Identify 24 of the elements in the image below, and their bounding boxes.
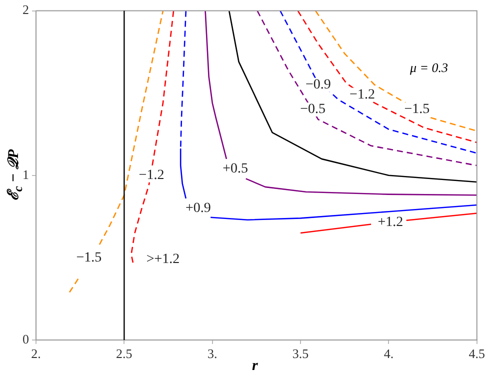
x-axis-title: r [252, 358, 258, 375]
annotation: μ = 0.3 [410, 60, 448, 76]
annotation: −1.2 [138, 168, 164, 184]
annotation: −0.9 [305, 78, 331, 93]
y-tick-label: 1 [22, 166, 29, 182]
annotation: −0.5 [300, 102, 326, 118]
annotation: +1.2 [378, 214, 404, 230]
x-tick-label: 3. [207, 346, 218, 362]
x-tick-label: 2.5 [116, 346, 132, 362]
y-tick-label: 0 [22, 331, 29, 346]
annotation: >+1.2 [146, 252, 180, 268]
x-tick-label: 4. [384, 346, 394, 362]
x-tick-label: 4.5 [468, 346, 485, 362]
x-tick-label: 3.5 [292, 346, 309, 362]
line-series [280, 10, 477, 154]
annotation: −1.5 [404, 102, 430, 118]
y-tick-label: 2 [22, 2, 29, 18]
annotation: −1.2 [350, 87, 375, 102]
line-series [256, 10, 477, 166]
annotation: +0.9 [186, 200, 211, 216]
annotation: +0.5 [222, 161, 248, 176]
annotation: −1.5 [76, 250, 102, 266]
line-series [297, 10, 477, 144]
x-tick-label: 2. [31, 346, 41, 362]
